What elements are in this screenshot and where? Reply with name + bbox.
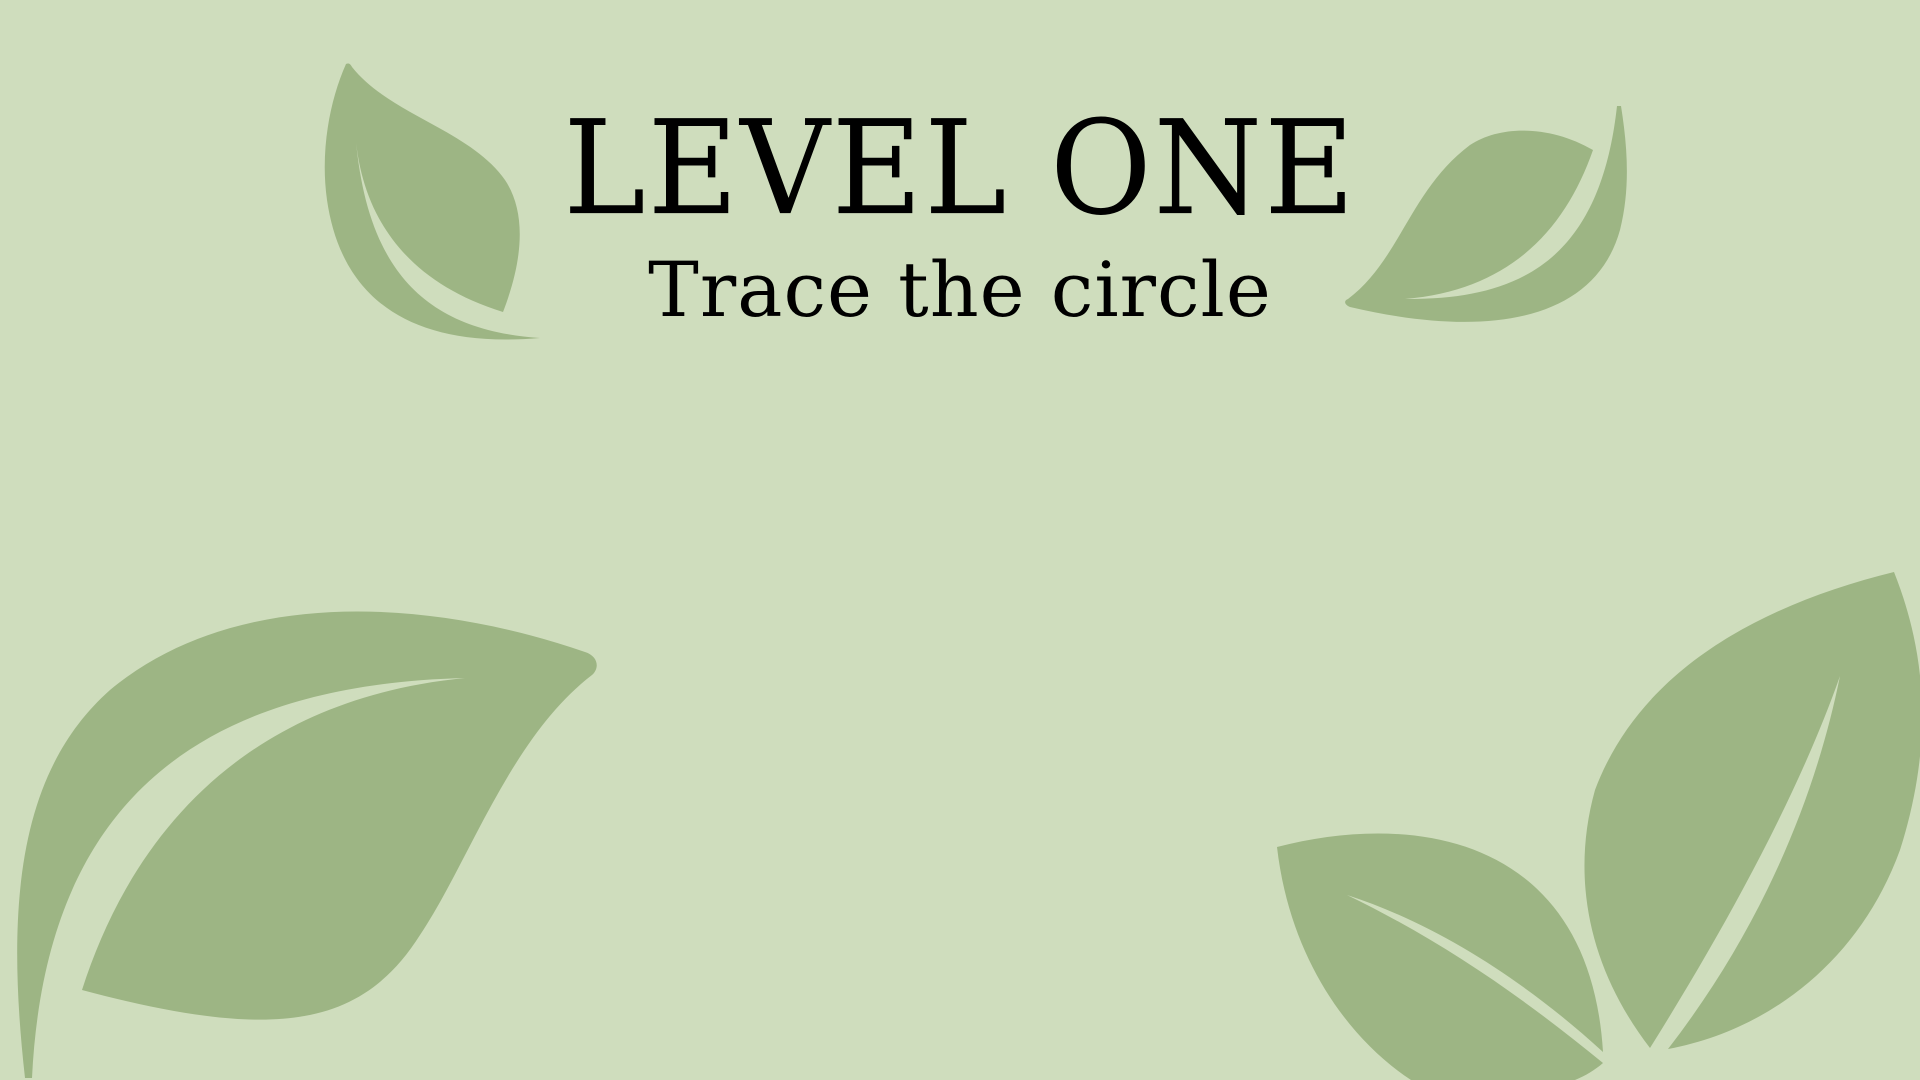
leaf-icon-bottom-left: [17, 611, 597, 1078]
leaf-icon-top-right: [1345, 106, 1627, 322]
leaf-icon-bottom-right-small: [1277, 833, 1603, 1080]
level-title: LEVEL ONE: [563, 93, 1357, 245]
level-instruction: Trace the circle: [648, 245, 1272, 334]
leaf-icon-top-left: [324, 63, 540, 340]
leaf-icon-bottom-right-large: [1584, 572, 1920, 1049]
